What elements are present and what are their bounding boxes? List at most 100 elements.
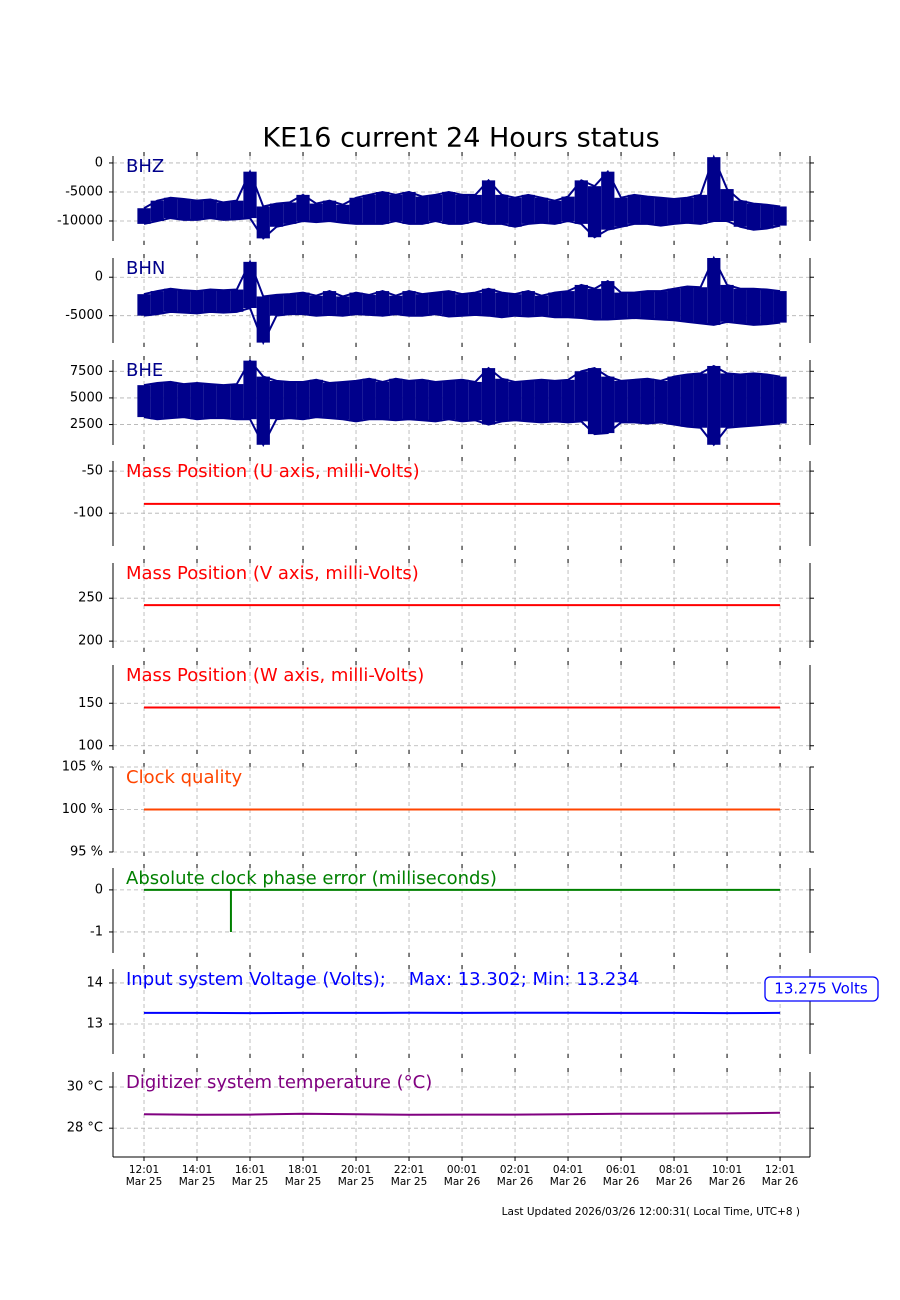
waveform-envelope bbox=[375, 191, 390, 224]
panel-title: Input system Voltage (Volts); Max: 13.30… bbox=[126, 969, 639, 990]
waveform-envelope bbox=[336, 381, 350, 420]
waveform-envelope bbox=[468, 292, 482, 315]
waveform-envelope bbox=[243, 261, 257, 308]
waveform-envelope bbox=[216, 290, 231, 313]
panel-title: Mass Position (U axis, milli-Volts) bbox=[126, 461, 420, 482]
waveform-envelope bbox=[309, 379, 323, 418]
waveform-envelope bbox=[309, 203, 323, 223]
waveform-envelope bbox=[296, 292, 310, 315]
waveform-envelope bbox=[243, 171, 257, 219]
waveform-envelope bbox=[707, 157, 721, 221]
y-tick-label: -50 bbox=[82, 464, 103, 479]
waveform-envelope bbox=[495, 292, 509, 318]
waveform-envelope bbox=[693, 287, 708, 324]
x-tick-label: 12:01 bbox=[129, 1164, 159, 1176]
waveform-envelope bbox=[269, 294, 284, 316]
y-tick-label: 95 % bbox=[70, 845, 103, 860]
waveform-envelope bbox=[455, 294, 469, 316]
waveform-envelope bbox=[389, 194, 403, 221]
waveform-envelope bbox=[640, 378, 655, 424]
x-tick-label: 14:01 bbox=[182, 1164, 212, 1176]
y-tick-label: 105 % bbox=[62, 760, 103, 775]
waveform-envelope bbox=[256, 296, 270, 343]
waveform-envelope bbox=[680, 374, 694, 427]
waveform-envelope bbox=[640, 291, 655, 319]
waveform-envelope bbox=[216, 202, 231, 220]
waveform-envelope bbox=[322, 291, 337, 315]
waveform-envelope bbox=[614, 380, 628, 423]
annotation: 13.275 Volts bbox=[774, 980, 868, 998]
waveform-envelope bbox=[733, 374, 747, 427]
y-tick-label: 5000 bbox=[70, 390, 103, 405]
waveform-envelope bbox=[667, 198, 681, 224]
waveform-envelope bbox=[654, 291, 668, 320]
waveform-envelope bbox=[336, 204, 350, 223]
waveform-envelope bbox=[322, 383, 337, 419]
waveform-envelope bbox=[733, 200, 747, 227]
y-tick-label: 30 °C bbox=[67, 1080, 103, 1095]
waveform-envelope bbox=[508, 197, 522, 227]
waveform-envelope bbox=[442, 291, 456, 317]
waveform-envelope bbox=[587, 288, 602, 320]
waveform-envelope bbox=[614, 292, 628, 319]
waveform-envelope bbox=[402, 380, 416, 420]
waveform-envelope bbox=[667, 376, 681, 425]
waveform-envelope bbox=[746, 203, 761, 230]
waveform-envelope bbox=[601, 171, 615, 230]
x-tick-label: 00:01 bbox=[447, 1164, 477, 1176]
waveform-envelope bbox=[137, 208, 151, 224]
waveform-envelope bbox=[428, 194, 443, 221]
waveform-envelope bbox=[190, 383, 204, 420]
waveform-envelope bbox=[163, 381, 178, 419]
x-tick-label: Mar 25 bbox=[285, 1176, 322, 1188]
waveform-envelope bbox=[296, 194, 310, 221]
x-tick-label: 02:01 bbox=[500, 1164, 530, 1176]
waveform-envelope bbox=[693, 194, 708, 224]
waveform-envelope bbox=[627, 194, 641, 224]
waveform-envelope bbox=[442, 191, 456, 224]
panel-title: BHZ bbox=[126, 156, 164, 177]
y-tick-label: -10000 bbox=[57, 213, 103, 228]
waveform-envelope bbox=[309, 295, 323, 316]
x-tick-label: Mar 26 bbox=[603, 1176, 640, 1188]
waveform-envelope bbox=[283, 381, 297, 419]
waveform-envelope bbox=[508, 381, 522, 421]
waveform-envelope bbox=[349, 292, 363, 315]
waveform-envelope bbox=[495, 378, 509, 422]
x-tick-label: 20:01 bbox=[341, 1164, 371, 1176]
waveform-envelope bbox=[548, 200, 562, 224]
x-tick-label: 06:01 bbox=[606, 1164, 636, 1176]
panel-title: BHN bbox=[126, 258, 165, 279]
panel-title: Digitizer system temperature (°C) bbox=[126, 1072, 432, 1093]
y-tick-label: 250 bbox=[78, 591, 103, 606]
waveform-envelope bbox=[415, 379, 429, 421]
waveform-envelope bbox=[574, 284, 588, 318]
waveform-envelope bbox=[256, 376, 270, 445]
waveform-envelope bbox=[362, 294, 376, 315]
waveform-envelope bbox=[177, 290, 191, 313]
waveform-envelope bbox=[746, 373, 761, 426]
waveform-outline bbox=[143, 255, 781, 298]
y-tick-label: 7500 bbox=[70, 364, 103, 379]
waveform-envelope bbox=[150, 291, 164, 315]
waveform-envelope bbox=[720, 284, 734, 322]
waveform-envelope bbox=[534, 379, 549, 423]
annotation-box bbox=[764, 976, 879, 1002]
waveform-envelope bbox=[587, 186, 602, 238]
y-tick-label: -5000 bbox=[65, 184, 103, 199]
waveform-envelope bbox=[283, 202, 297, 224]
waveform-envelope bbox=[587, 368, 602, 435]
waveform-envelope bbox=[203, 384, 217, 419]
waveform-envelope bbox=[574, 371, 588, 422]
waveform-envelope bbox=[177, 384, 191, 418]
waveform-envelope bbox=[468, 381, 482, 421]
waveform-envelope bbox=[442, 380, 456, 420]
waveform-envelope bbox=[163, 197, 178, 219]
waveform-outline bbox=[143, 217, 781, 240]
waveform-envelope bbox=[203, 199, 217, 219]
waveform-envelope bbox=[296, 381, 310, 420]
x-tick-label: 16:01 bbox=[235, 1164, 265, 1176]
waveform-envelope bbox=[760, 204, 774, 229]
data-line bbox=[144, 888, 781, 932]
